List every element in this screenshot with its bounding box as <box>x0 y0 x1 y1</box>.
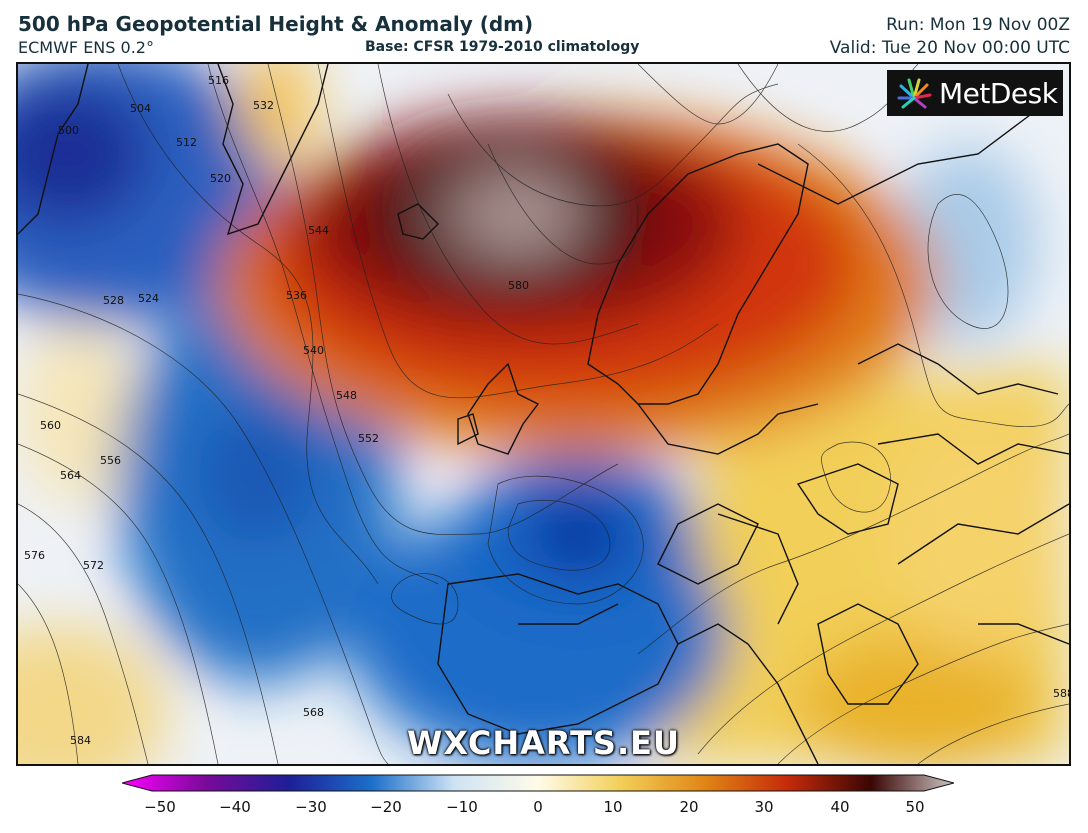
chart-title: 500 hPa Geopotential Height & Anomaly (d… <box>18 12 534 36</box>
coastlines <box>18 64 1069 764</box>
contour-label: 568 <box>303 706 324 719</box>
colorbar-tick: 20 <box>679 798 699 816</box>
colorbar-tick: −10 <box>446 798 478 816</box>
contour-label: 588 <box>1053 687 1069 700</box>
contour-label: 552 <box>358 432 379 445</box>
wxcharts-watermark: WXCHARTS.EU <box>407 724 680 762</box>
anomaly-field <box>18 64 1069 764</box>
metdesk-logo: MetDesk <box>887 70 1063 116</box>
colorbar <box>122 774 954 792</box>
map-canvas: 500 504 512 516 520 524 528 532 536 540 … <box>18 64 1069 764</box>
contour-label: 564 <box>60 469 81 482</box>
anomaly-map[interactable]: 500 504 512 516 520 524 528 532 536 540 … <box>16 62 1071 766</box>
colorbar-tick: 30 <box>754 798 774 816</box>
metdesk-starburst-icon <box>897 78 932 109</box>
colorbar-tick: 0 <box>533 798 543 816</box>
run-time-label: Run: Mon 19 Nov 00Z <box>886 15 1070 35</box>
colorbar-tick: 50 <box>905 798 925 816</box>
contour-label: 524 <box>138 292 159 305</box>
contour-label: 560 <box>40 419 61 432</box>
metdesk-logo-text: MetDesk <box>939 76 1058 110</box>
contour-label: 540 <box>303 344 324 357</box>
contour-label: 516 <box>208 74 229 87</box>
colorbar-tick: −20 <box>370 798 402 816</box>
contour-label: 528 <box>103 294 124 307</box>
contour-label: 536 <box>286 289 307 302</box>
contour-label: 548 <box>336 389 357 402</box>
contour-label: 512 <box>176 136 197 149</box>
contour-label: 544 <box>308 224 329 237</box>
model-label: ECMWF ENS 0.2° <box>18 38 154 57</box>
colorbar-tick: −50 <box>144 798 176 816</box>
contour-label: 572 <box>83 559 104 572</box>
contour-label: 532 <box>253 99 274 112</box>
climatology-base-label: Base: CFSR 1979-2010 climatology <box>365 39 640 55</box>
contour-label: 500 <box>58 124 79 137</box>
contour-label: 520 <box>210 172 231 185</box>
valid-time-label: Valid: Tue 20 Nov 00:00 UTC <box>829 38 1070 58</box>
colorbar-tick: 40 <box>830 798 850 816</box>
contour-label: 584 <box>70 734 91 747</box>
contour-label: 580 <box>508 279 529 292</box>
contour-label: 556 <box>100 454 121 467</box>
colorbar-tick: −30 <box>295 798 327 816</box>
colorbar-tick: 10 <box>603 798 623 816</box>
colorbar-tick: −40 <box>219 798 251 816</box>
contour-labels: 500 504 512 516 520 524 528 532 536 540 … <box>24 74 1069 747</box>
contour-label: 504 <box>130 102 151 115</box>
height-contours <box>18 64 1069 764</box>
contour-label: 576 <box>24 549 45 562</box>
